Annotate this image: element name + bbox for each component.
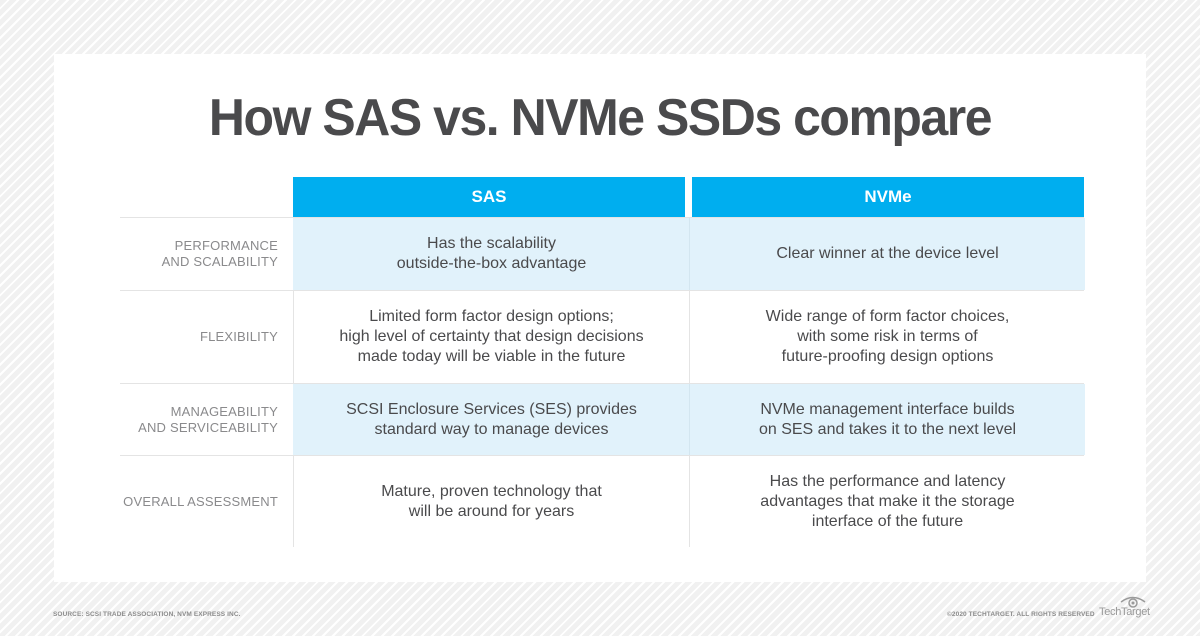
page-title: How SAS vs. NVMe SSDs compare: [208, 89, 993, 147]
cell-sas: Mature, proven technology that will be a…: [293, 456, 689, 547]
brand-logo: TechTarget: [1099, 596, 1150, 622]
infographic-card: How SAS vs. NVMe SSDs compare SAS NVMe P…: [54, 54, 1146, 582]
row-label: Flexibility: [199, 329, 278, 344]
column-header-nvme: NVMe: [692, 177, 1084, 217]
source-note: SOURCE: SCSI TRADE ASSOCIATION, NVM EXPR…: [53, 611, 241, 618]
cell-nvme: Clear winner at the device level: [689, 218, 1085, 290]
table-row-performance: Performance and scalability Has the scal…: [120, 217, 1085, 290]
comparison-table: SAS NVMe Performance and scalability Has…: [120, 177, 1085, 547]
row-label: Overall assessment: [123, 493, 278, 509]
cell-sas: Limited form factor design options; high…: [293, 291, 689, 383]
cell-nvme: Wide range of form factor choices, with …: [689, 291, 1085, 383]
table-row-manageability: Manageability and serviceability SCSI En…: [120, 383, 1085, 455]
eye-icon: [1120, 596, 1146, 608]
column-header-sas: SAS: [293, 177, 685, 217]
table-row-flexibility: Flexibility Limited form factor design o…: [120, 290, 1084, 383]
brand-name: TechTarget: [1099, 606, 1150, 618]
table-header-row: SAS NVMe: [120, 177, 1084, 217]
table-row-overall: Overall assessment Mature, proven techno…: [120, 455, 1084, 547]
cell-nvme: NVMe management interface builds on SES …: [689, 384, 1085, 455]
copyright-note: ©2020 TECHTARGET. ALL RIGHTS RESERVED: [947, 611, 1095, 618]
cell-sas: SCSI Enclosure Services (SES) provides s…: [293, 384, 689, 455]
cell-nvme: Has the performance and latency advantag…: [689, 456, 1085, 547]
row-label: Manageability and serviceability: [138, 403, 278, 435]
cell-sas: Has the scalability outside-the-box adva…: [293, 218, 689, 290]
row-label: Performance and scalability: [161, 238, 278, 269]
